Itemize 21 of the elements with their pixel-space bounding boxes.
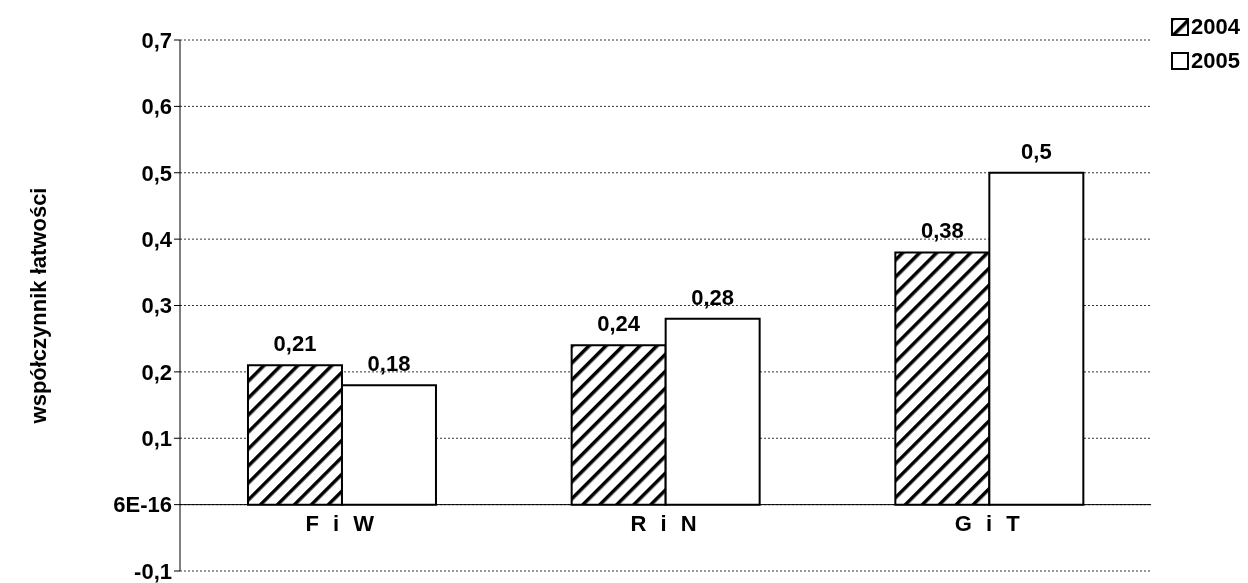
data-label: 0,21	[273, 331, 317, 357]
y-tick-label: 0,2	[141, 359, 172, 385]
data-label: 0,28	[691, 284, 735, 310]
y-tick-label: 0,6	[141, 94, 172, 120]
y-tick-label: 0,3	[141, 293, 172, 319]
data-label: 0,5	[1021, 138, 1052, 164]
legend-label: 2005	[1191, 47, 1240, 75]
y-tick-label: -0,1	[134, 558, 172, 583]
y-tick-label: 6E-16	[113, 492, 172, 518]
x-tick-label: G i T	[954, 510, 1024, 536]
data-label: 0,18	[367, 351, 411, 377]
y-tick-label: 0,5	[141, 160, 172, 186]
x-tick-label: F i W	[305, 510, 379, 536]
data-label: 0,24	[597, 311, 641, 337]
legend-label: 2004	[1191, 13, 1240, 41]
data-label: 0,38	[920, 218, 964, 244]
y-axis-title: współczynnik łatwości	[25, 187, 51, 425]
x-tick-label: R i N	[630, 510, 701, 536]
y-tick-label: 0,1	[141, 426, 172, 452]
y-tick-label: 0,4	[141, 226, 173, 252]
y-tick-label: 0,7	[141, 27, 172, 53]
